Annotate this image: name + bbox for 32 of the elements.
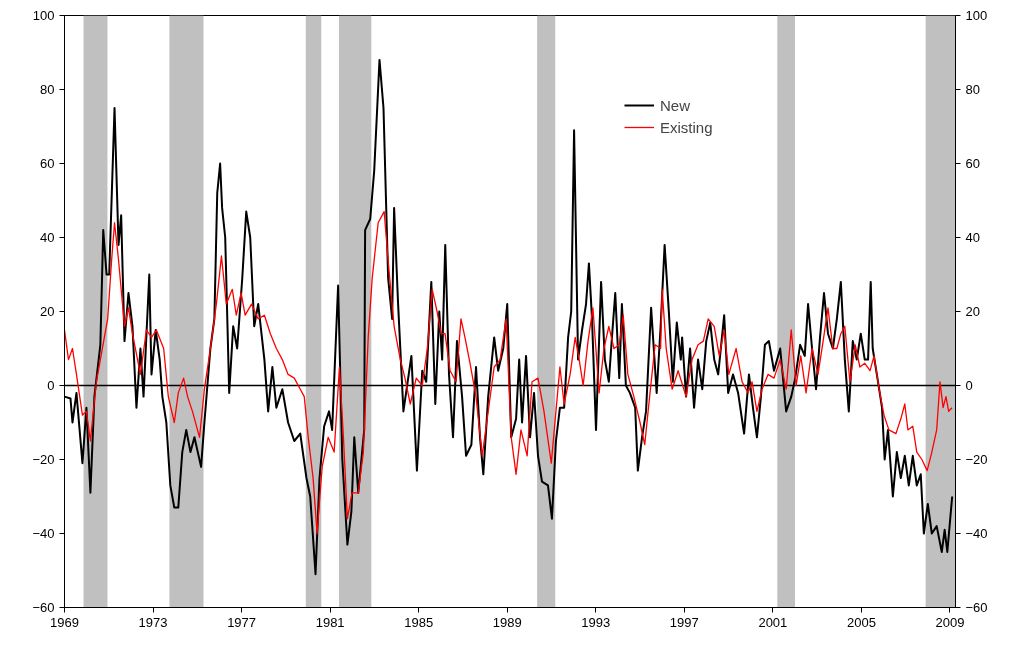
- x-tick-label: 1969: [50, 614, 79, 630]
- x-tick-label: 1981: [315, 614, 345, 630]
- y2-tick-label: −60: [965, 600, 988, 615]
- x-tick-label: 2005: [846, 614, 876, 630]
- y-tick-label: 80: [40, 82, 55, 97]
- y2-tick-label: 60: [965, 156, 980, 171]
- x-tick-label: 1997: [669, 614, 699, 630]
- y-tick-label: 20: [40, 304, 55, 319]
- legend-label: Existing: [660, 118, 713, 136]
- x-tick-label: 1989: [492, 614, 522, 630]
- y2-tick-label: 40: [965, 230, 980, 245]
- y2-tick-label: −20: [965, 452, 988, 467]
- y2-tick-label: −40: [965, 526, 988, 541]
- x-tick-label: 2009: [935, 614, 965, 630]
- y2-tick-label: 100: [965, 8, 988, 23]
- x-tick-label: 1973: [138, 614, 168, 630]
- y-tick-label: 0: [47, 378, 55, 393]
- x-tick-label: 1977: [227, 614, 257, 630]
- legend-label: New: [660, 96, 691, 114]
- y-tick-label: −40: [32, 526, 55, 541]
- x-tick-label: 1993: [581, 614, 611, 630]
- x-tick-label: 2001: [758, 614, 788, 630]
- y-tick-label: 100: [32, 8, 55, 23]
- y-tick-label: −20: [32, 452, 55, 467]
- y2-tick-label: 80: [965, 82, 980, 97]
- y-tick-label: 60: [40, 156, 55, 171]
- y-tick-label: −60: [32, 600, 55, 615]
- y-tick-label: 40: [40, 230, 55, 245]
- x-tick-label: 1985: [404, 614, 434, 630]
- y2-tick-label: 20: [965, 304, 980, 319]
- line-series: [64, 210, 953, 535]
- y2-tick-label: 0: [965, 378, 973, 393]
